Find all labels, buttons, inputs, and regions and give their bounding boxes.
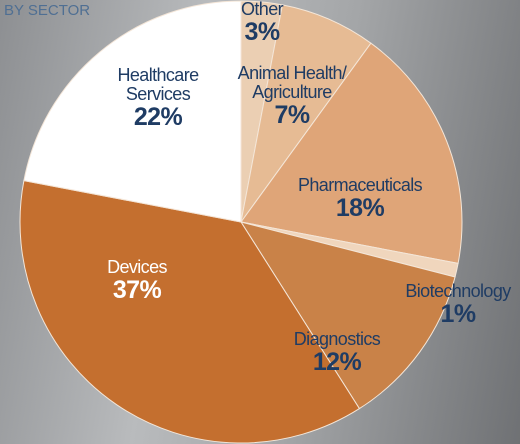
category-label: Devices — [77, 258, 197, 277]
value-label: 3% — [222, 19, 302, 45]
category-label: Animal Health/ Agriculture — [227, 64, 357, 102]
value-label: 18% — [280, 195, 440, 221]
category-label: Biotechnology — [393, 282, 520, 301]
value-label: 1% — [393, 301, 520, 327]
value-label: 37% — [77, 277, 197, 303]
category-label: Healthcare Services — [108, 66, 208, 104]
category-label: Diagnostics — [272, 330, 402, 349]
chart: BY SECTOR Other3% Animal Health/ Agricult… — [0, 0, 520, 444]
category-label: Other — [222, 0, 302, 19]
value-label: 22% — [108, 104, 208, 130]
chart-title: BY SECTOR — [4, 2, 90, 19]
value-label: 7% — [227, 102, 357, 128]
value-label: 12% — [272, 349, 402, 375]
category-label: Pharmaceuticals — [280, 176, 440, 195]
